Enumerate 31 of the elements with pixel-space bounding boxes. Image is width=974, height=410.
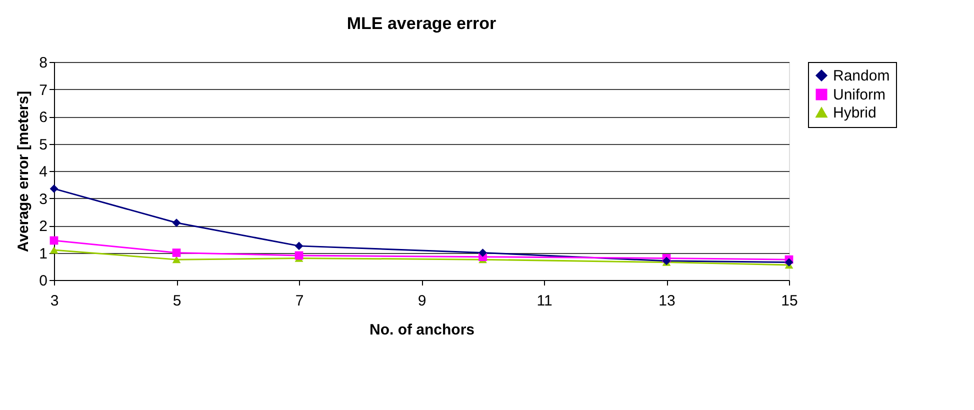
point bbox=[50, 236, 58, 245]
y-tick-label: 1 bbox=[39, 245, 48, 262]
x-tick-label: 15 bbox=[781, 292, 798, 310]
x-tick-label: 5 bbox=[172, 292, 182, 310]
y-tick-label: 8 bbox=[39, 54, 48, 72]
legend-label: Hybrid bbox=[833, 104, 876, 122]
x-tick-label: 11 bbox=[536, 292, 552, 310]
point bbox=[478, 248, 487, 257]
y-tick-label: 3 bbox=[39, 190, 48, 208]
point bbox=[784, 258, 794, 266]
x-tick-label: 3 bbox=[50, 292, 59, 310]
x-tick-label: 13 bbox=[658, 292, 676, 310]
y-tick-label: 7 bbox=[39, 82, 48, 99]
chart-title: MLE average error bbox=[346, 14, 497, 33]
y-tick-label: 0 bbox=[39, 272, 48, 290]
y-axis-title: Average error [meters] bbox=[15, 90, 32, 252]
point bbox=[294, 251, 304, 260]
point bbox=[294, 242, 304, 250]
y-tick-label: 2 bbox=[39, 218, 48, 235]
x-tick-label: 9 bbox=[418, 292, 426, 310]
x-tick-label: 7 bbox=[295, 292, 304, 310]
y-tick-label: 6 bbox=[39, 109, 48, 126]
x-axis-title: No. of anchors bbox=[369, 322, 475, 338]
point bbox=[50, 184, 58, 193]
point bbox=[172, 248, 181, 257]
legend-label: Uniform bbox=[833, 86, 886, 104]
point bbox=[172, 218, 181, 227]
y-tick-label: 4 bbox=[39, 164, 48, 180]
point bbox=[172, 256, 181, 264]
legend-label: Random bbox=[833, 68, 890, 84]
y-tick-label: 5 bbox=[39, 136, 48, 154]
